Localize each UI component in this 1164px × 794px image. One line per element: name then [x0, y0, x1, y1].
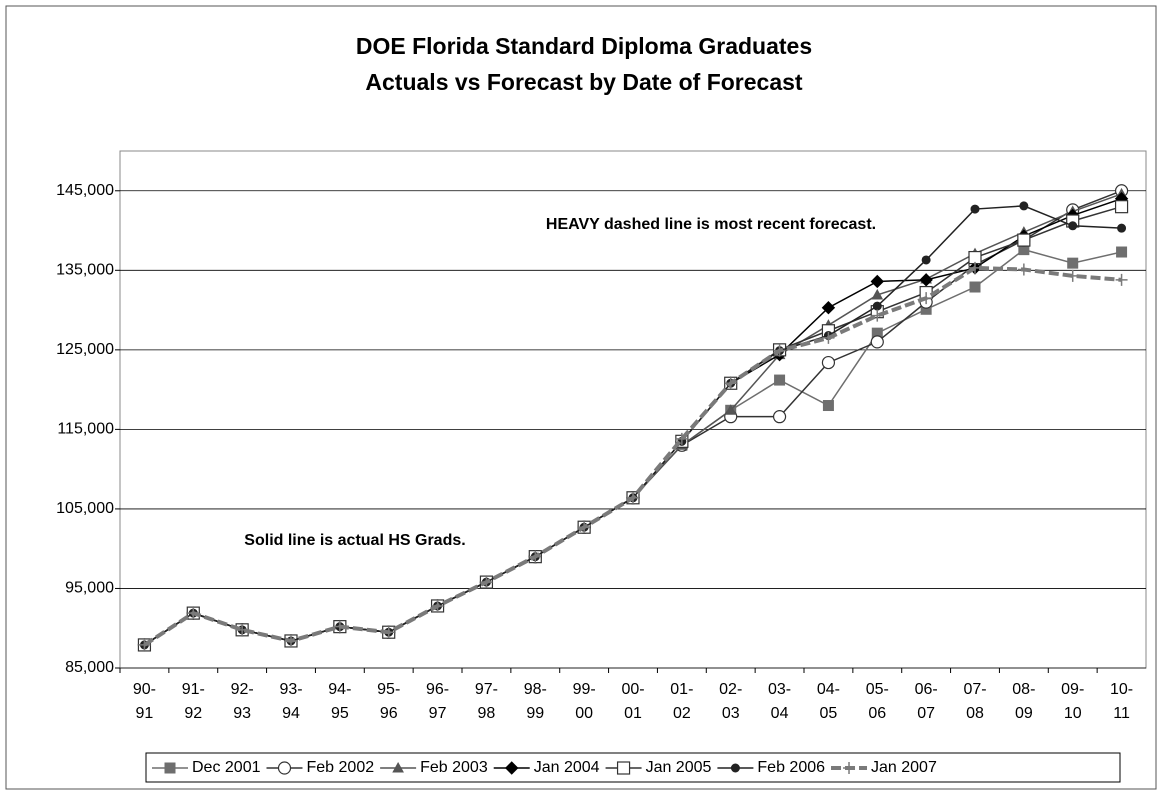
legend-label: Feb 2002: [307, 759, 375, 776]
legend-label: Jan 2004: [534, 759, 600, 776]
x-tick-label: 94-95: [328, 681, 351, 722]
marker: [187, 607, 200, 620]
y-tick-label: 125,000: [56, 341, 114, 358]
marker: [480, 576, 493, 589]
x-tick-label: 07-08: [963, 681, 986, 722]
x-tick-label: 92-93: [231, 681, 254, 722]
x-tick-label: 08-09: [1012, 681, 1035, 722]
marker: [843, 762, 856, 774]
x-tick-label: 98-99: [524, 681, 547, 722]
x-tick-label: 04-05: [817, 681, 840, 722]
legend-item: Feb 2003: [380, 759, 488, 776]
marker: [529, 550, 542, 563]
marker: [773, 344, 786, 357]
legend-item: Feb 2002: [266, 759, 375, 776]
marker: [870, 274, 884, 289]
x-tick-label: 01-02: [670, 681, 693, 722]
annotation: HEAVY dashed line is most recent forecas…: [546, 216, 876, 233]
marker: [277, 761, 292, 775]
x-tick-label: 03-04: [768, 681, 791, 722]
x-tick-label: 10-11: [1110, 681, 1133, 722]
legend-item: Jan 2007: [831, 759, 937, 776]
marker: [578, 521, 591, 534]
marker: [505, 761, 519, 775]
chart-subtitle: Actuals vs Forecast by Date of Forecast: [365, 69, 802, 95]
marker: [333, 620, 346, 633]
x-tick-label: 99-00: [573, 681, 596, 722]
y-tick-label: 85,000: [65, 659, 114, 676]
marker: [616, 761, 631, 775]
x-tick-label: 93-94: [279, 681, 302, 722]
marker: [236, 623, 249, 636]
marker: [872, 301, 882, 311]
legend-item: Jan 2004: [493, 759, 600, 776]
y-tick-label: 95,000: [65, 580, 114, 597]
marker: [382, 626, 395, 639]
marker: [1115, 273, 1128, 286]
legend-label: Jan 2007: [871, 759, 937, 776]
annotation: Solid line is actual HS Grads.: [244, 532, 465, 549]
marker: [730, 763, 740, 773]
marker: [627, 491, 639, 504]
marker: [821, 300, 836, 315]
marker: [821, 355, 836, 370]
marker: [392, 761, 404, 773]
legend-label: Feb 2006: [757, 759, 825, 776]
x-tick-label: 00-01: [621, 681, 644, 722]
legend-label: Jan 2005: [646, 759, 712, 776]
y-tick-label: 115,000: [57, 421, 114, 438]
x-tick-label: 91-92: [182, 681, 205, 722]
marker: [871, 288, 884, 300]
marker: [1117, 223, 1127, 233]
marker: [1116, 246, 1128, 258]
marker: [285, 634, 297, 647]
legend-item: Dec 2001: [152, 759, 261, 776]
marker: [724, 377, 737, 390]
marker: [822, 331, 835, 344]
marker: [675, 432, 688, 445]
legend-item: Feb 2006: [717, 759, 825, 776]
x-tick-label: 96-97: [426, 681, 449, 722]
marker: [1067, 257, 1079, 269]
x-tick-label: 90-91: [133, 681, 156, 722]
y-tick-label: 135,000: [56, 262, 114, 279]
chart-title: DOE Florida Standard Diploma Graduates: [356, 33, 812, 59]
marker: [1114, 200, 1129, 214]
chart-border: [5, 5, 1157, 790]
x-tick-label: 05-06: [866, 681, 889, 722]
marker: [1019, 201, 1029, 211]
marker: [921, 255, 931, 265]
marker: [969, 281, 981, 293]
marker: [919, 273, 933, 287]
x-tick-label: 02-03: [719, 681, 742, 722]
marker: [1017, 233, 1031, 247]
marker: [1066, 269, 1079, 282]
y-tick-label: 145,000: [56, 182, 114, 199]
marker: [970, 204, 980, 214]
marker: [1068, 221, 1078, 231]
marker: [724, 404, 737, 415]
marker: [774, 374, 786, 386]
marker: [1017, 263, 1030, 276]
x-tick-label: 09-10: [1061, 681, 1084, 722]
legend-label: Dec 2001: [192, 759, 261, 776]
x-tick-label: 06-07: [915, 681, 938, 722]
marker: [431, 599, 444, 612]
legend-item: Jan 2005: [605, 759, 712, 776]
marker: [871, 309, 884, 322]
marker: [822, 400, 834, 412]
marker: [968, 250, 982, 265]
marker: [969, 261, 981, 274]
marker: [772, 410, 787, 424]
x-tick-label: 97-98: [475, 681, 498, 722]
marker: [870, 335, 884, 349]
legend-label: Feb 2003: [420, 759, 488, 776]
x-tick-label: 95-96: [377, 681, 400, 722]
y-tick-label: 105,000: [56, 500, 114, 517]
marker: [164, 762, 176, 774]
legend-box: [145, 752, 1121, 783]
marker: [920, 292, 933, 305]
marker: [138, 638, 151, 651]
